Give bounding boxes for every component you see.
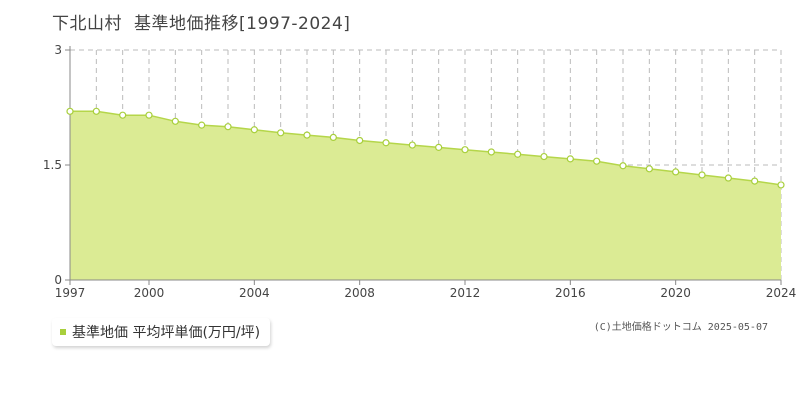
legend-label: 基準地価 平均坪単価(万円/坪) <box>72 325 261 341</box>
data-point <box>382 139 390 147</box>
data-point <box>145 111 153 119</box>
x-tick-label: 1997 <box>55 286 86 300</box>
data-point <box>171 117 179 125</box>
data-point <box>303 131 311 139</box>
data-point <box>461 146 469 154</box>
data-point <box>408 141 416 149</box>
x-tick-label: 2004 <box>239 286 270 300</box>
data-point <box>356 136 364 145</box>
data-point <box>92 107 100 115</box>
axes <box>65 46 782 285</box>
data-point <box>198 121 206 129</box>
area-name: 下北山村 <box>52 14 122 34</box>
tick-labels: 0 1.5 3 1997 2000 2004 2008 2012 2016 2020 2024 <box>43 43 796 300</box>
x-tick-label: 2008 <box>344 286 375 300</box>
data-point <box>777 181 785 189</box>
x-tick-label: 2024 <box>766 286 797 300</box>
data-point <box>329 133 337 141</box>
data-point <box>672 168 680 176</box>
data-point <box>514 150 522 158</box>
data-point <box>487 148 495 156</box>
y-tick-label: 3 <box>54 43 62 57</box>
data-point <box>751 177 759 185</box>
data-point <box>645 165 653 173</box>
data-point <box>277 129 285 137</box>
data-point <box>593 157 601 165</box>
chart-title: 下北山村 基準地価推移[1997-2024] <box>52 9 362 34</box>
y-tick-label: 1.5 <box>43 158 62 172</box>
data-point <box>619 162 627 170</box>
data-point <box>724 174 732 182</box>
data-markers <box>66 107 785 189</box>
legend: 基準地価 平均坪単価(万円/坪) <box>52 318 271 346</box>
data-point <box>119 111 127 119</box>
title-text: 基準地価推移[1997-2024] <box>134 14 351 34</box>
x-tick-label: 2012 <box>450 286 481 300</box>
x-tick-label: 2000 <box>134 286 165 300</box>
data-point <box>540 152 548 161</box>
data-point <box>250 126 258 134</box>
x-tick-label: 2016 <box>555 286 586 300</box>
area-series <box>70 110 782 280</box>
data-point <box>698 171 706 179</box>
series-line <box>70 110 782 186</box>
legend-swatch <box>60 329 66 335</box>
data-point <box>66 107 74 115</box>
data-point <box>224 123 232 131</box>
data-point <box>566 155 574 163</box>
x-tick-label: 2020 <box>660 286 691 300</box>
copyright: (C)土地価格ドットコム 2025-05-07 <box>593 322 768 333</box>
area-fill <box>70 111 781 280</box>
y-tick-label: 0 <box>54 273 62 287</box>
data-point <box>435 143 443 151</box>
